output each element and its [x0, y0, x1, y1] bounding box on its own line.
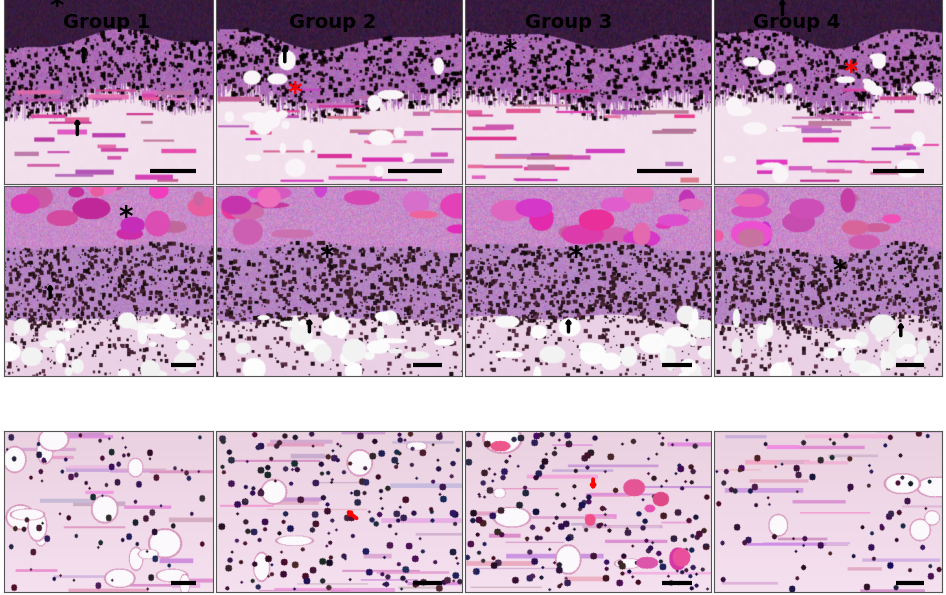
- Text: *: *: [832, 258, 847, 286]
- Text: Group 3: Group 3: [525, 13, 612, 32]
- Text: *: *: [320, 245, 334, 273]
- Text: Group 4: Group 4: [753, 13, 840, 32]
- Text: Group 1: Group 1: [63, 13, 150, 32]
- Text: *: *: [118, 205, 132, 233]
- Text: *: *: [512, 0, 527, 12]
- Text: *: *: [844, 0, 858, 6]
- Text: *: *: [844, 59, 858, 87]
- Text: *: *: [302, 0, 317, 10]
- Text: *: *: [288, 80, 302, 108]
- Text: *: *: [502, 37, 517, 65]
- Text: Group 2: Group 2: [289, 13, 377, 32]
- Text: *: *: [49, 0, 63, 21]
- Text: *: *: [569, 245, 583, 273]
